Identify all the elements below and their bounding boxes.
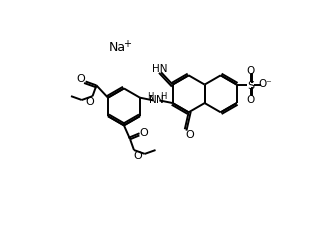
Text: HN: HN <box>152 64 167 74</box>
Text: O: O <box>140 128 148 138</box>
Text: O⁻: O⁻ <box>258 79 272 89</box>
Text: H: H <box>147 92 153 101</box>
Text: S: S <box>247 80 254 90</box>
Text: O: O <box>85 96 94 106</box>
Text: O: O <box>246 66 255 76</box>
Text: O: O <box>246 95 255 105</box>
Text: N: N <box>156 94 163 104</box>
Text: +: + <box>123 39 131 49</box>
Text: Na: Na <box>109 40 126 53</box>
Text: O: O <box>133 150 142 160</box>
Text: O: O <box>76 73 85 83</box>
Text: N: N <box>149 94 157 104</box>
Text: O: O <box>185 129 194 139</box>
Text: H: H <box>160 92 166 101</box>
